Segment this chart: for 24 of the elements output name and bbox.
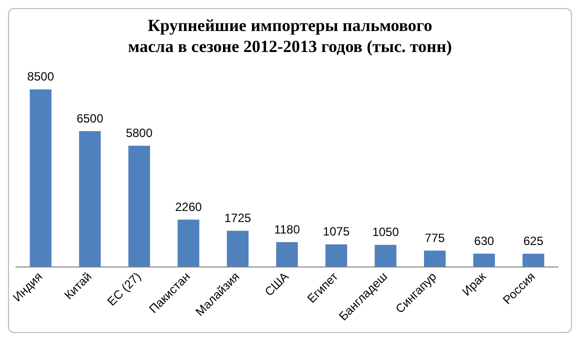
bar <box>30 89 52 267</box>
bar <box>226 230 249 267</box>
data-label: 625 <box>523 234 544 248</box>
bar <box>178 220 200 267</box>
data-label: 775 <box>424 230 446 245</box>
bar <box>522 254 544 267</box>
data-label: 2260 <box>175 200 202 214</box>
bar <box>424 250 446 267</box>
data-label: 1075 <box>322 224 350 239</box>
data-label: 8500 <box>27 70 54 84</box>
data-label: 1180 <box>274 222 300 236</box>
data-label: 5800 <box>126 126 153 140</box>
chart-title: Крупнейшие импортеры пальмового масла в сезоне 2012-2013 годов (тыс. тонн) <box>127 15 453 57</box>
bar <box>325 244 348 267</box>
data-label: 630 <box>474 234 494 248</box>
bar <box>276 242 298 267</box>
bar <box>473 254 495 267</box>
data-label: 1725 <box>224 211 252 226</box>
x-tick-label: ЕС (27) <box>104 269 144 309</box>
bar <box>128 146 150 267</box>
data-label: 6500 <box>76 111 104 126</box>
bar <box>374 244 396 267</box>
data-label: 1050 <box>372 225 400 240</box>
bar <box>79 131 101 267</box>
